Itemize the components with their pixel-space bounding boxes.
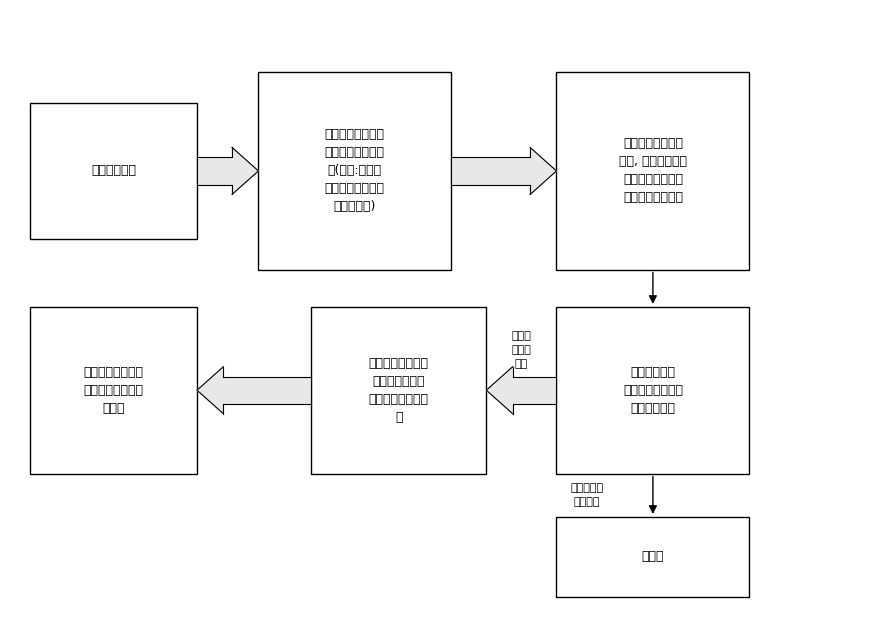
Text: 检索在线设备
与数据库中存在的
设备进行比较: 检索在线设备 与数据库中存在的 设备进行比较 (623, 366, 683, 414)
Text: 根据读取到的设备
信息, 在软件网络拓
扑图模块中绘制该
设备的网络拓扑图: 根据读取到的设备 信息, 在软件网络拓 扑图模块中绘制该 设备的网络拓扑图 (619, 138, 687, 205)
Text: 存在新
的硬件
设备: 存在新 的硬件 设备 (512, 331, 531, 369)
Bar (557, 517, 750, 597)
Bar (451, 157, 530, 185)
Polygon shape (232, 148, 258, 195)
Bar (223, 377, 311, 404)
Bar (258, 72, 451, 270)
Text: 连接到数据库: 连接到数据库 (91, 165, 136, 177)
Text: 将设置的参数保存
到数据库、并刷新
拓扑图: 将设置的参数保存 到数据库、并刷新 拓扑图 (84, 366, 143, 414)
Bar (512, 377, 557, 404)
Polygon shape (487, 367, 512, 414)
Bar (197, 157, 232, 185)
Bar (311, 307, 487, 474)
Polygon shape (197, 367, 223, 414)
Bar (30, 307, 197, 474)
Text: 无操作: 无操作 (642, 550, 664, 563)
Bar (557, 307, 750, 474)
Text: 不存在新的
硬件设备: 不存在新的 硬件设备 (571, 483, 604, 507)
Bar (30, 103, 197, 239)
Bar (557, 72, 750, 270)
Text: 读取数据库中已保
存的设备以及其属
性(比如:设备名
称、设备绘制坐标
等相关参数): 读取数据库中已保 存的设备以及其属 性(比如:设备名 称、设备绘制坐标 等相关参… (325, 128, 385, 213)
Text: 设置新的硬件设备
的设备类型、名
称、坐标等相关参
数: 设置新的硬件设备 的设备类型、名 称、坐标等相关参 数 (369, 357, 428, 424)
Polygon shape (530, 148, 557, 195)
